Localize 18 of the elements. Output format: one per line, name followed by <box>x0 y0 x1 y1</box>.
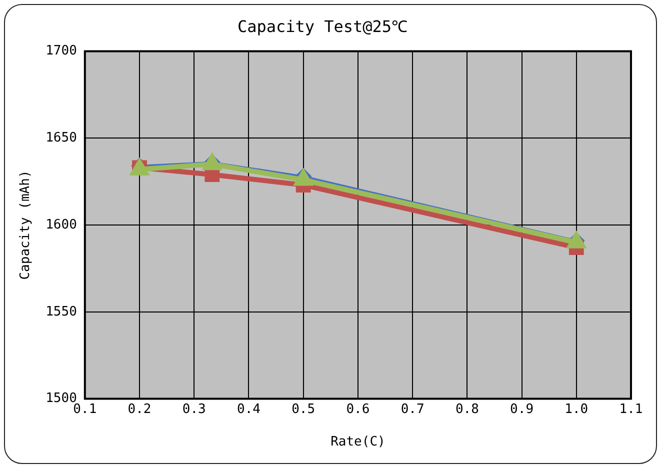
x-tick-label: 0.9 <box>510 402 534 417</box>
x-tick-label: 1.0 <box>564 402 588 417</box>
y-tick-label: 1700 <box>46 44 77 59</box>
y-tick-label: 1650 <box>46 130 77 146</box>
x-tick-label: 0.5 <box>292 402 316 417</box>
x-tick-label: 0.1 <box>73 402 97 417</box>
x-tick-label: 0.6 <box>346 402 370 417</box>
x-tick-label: 1.1 <box>619 402 643 417</box>
x-tick-label: 0.2 <box>128 402 152 417</box>
x-tick-label: 0.3 <box>182 402 206 417</box>
x-axis-title: Rate(C) <box>330 434 386 450</box>
x-tick-label: 0.4 <box>236 402 261 417</box>
y-axis-title: Capacity (mAh) <box>18 170 34 280</box>
x-tick-label: 0.8 <box>455 402 479 417</box>
y-tick-label: 1600 <box>46 217 77 232</box>
x-tick-label: 0.7 <box>400 402 424 417</box>
chart-title: Capacity Test@25℃ <box>237 16 408 36</box>
y-tick-label: 1550 <box>46 304 77 320</box>
